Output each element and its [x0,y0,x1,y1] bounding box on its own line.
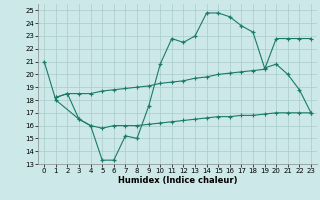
X-axis label: Humidex (Indice chaleur): Humidex (Indice chaleur) [118,176,237,185]
